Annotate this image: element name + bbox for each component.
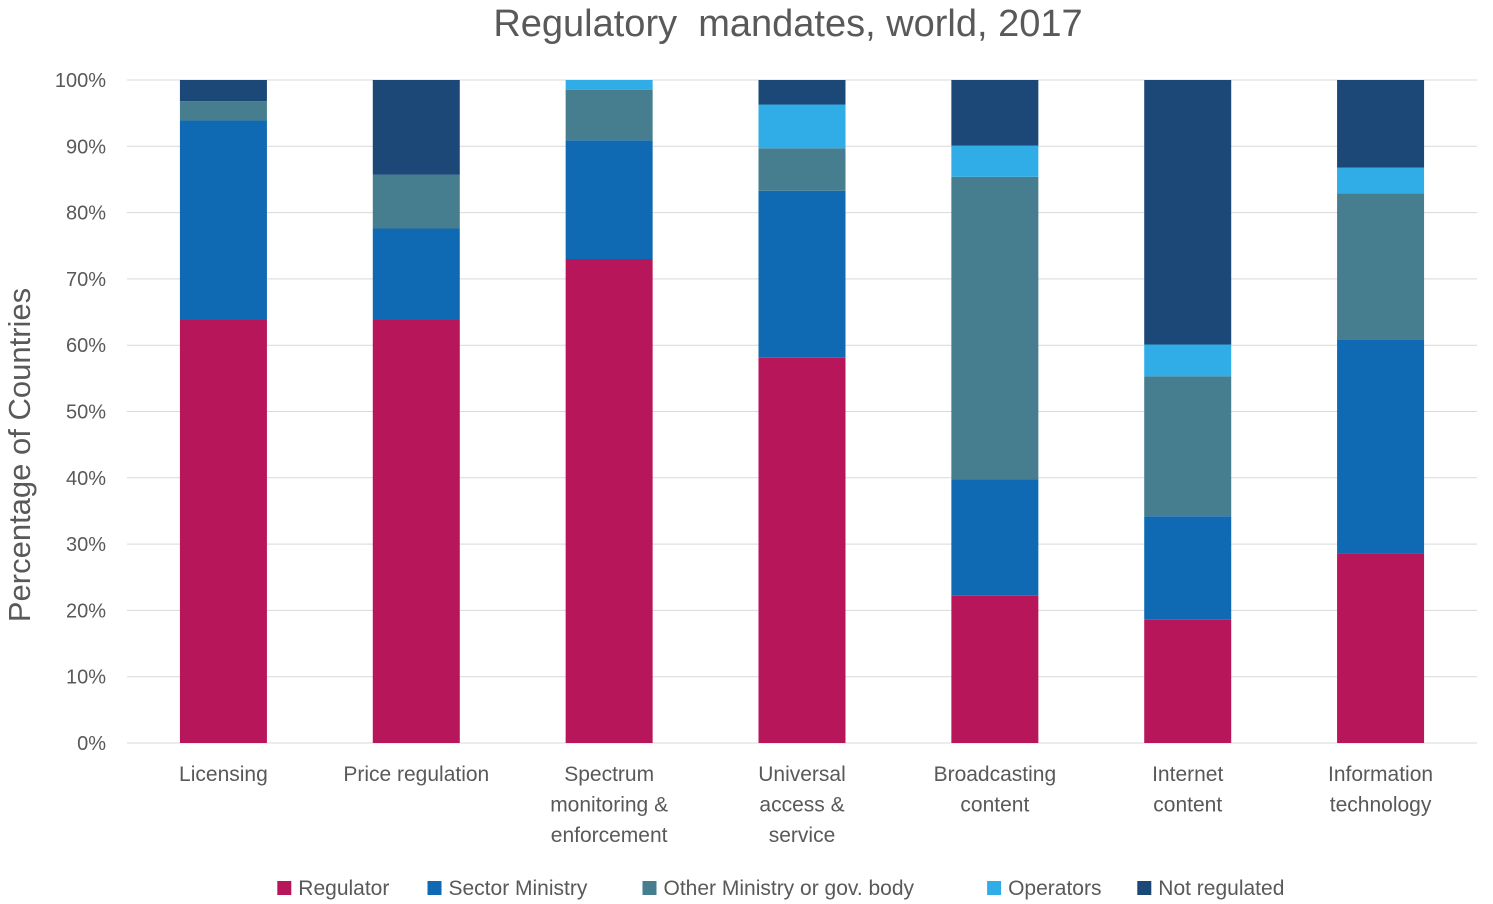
x-category-label: Universal access & service bbox=[758, 763, 846, 847]
legend-item: Not regulated bbox=[1137, 877, 1284, 900]
y-axis-ticks: 0% 10% 20% 30% 40% 50% 60% 70% 80% 90% 100% bbox=[55, 70, 106, 755]
bar-segment bbox=[1144, 376, 1232, 517]
legend-label: Not regulated bbox=[1158, 877, 1284, 900]
y-tick-label: 50% bbox=[66, 402, 106, 424]
bar-segment bbox=[951, 595, 1039, 743]
x-axis-categories: Licensing Price regulation Spectrum monitor… bbox=[179, 763, 1433, 847]
bar-segment bbox=[565, 89, 653, 141]
legend-item: Other Ministry or gov. body bbox=[642, 877, 915, 900]
y-tick-label: 100% bbox=[55, 70, 106, 92]
legend-item: Regulator bbox=[277, 877, 389, 900]
x-category-label: Information technology bbox=[1328, 763, 1433, 817]
bar-segment bbox=[179, 101, 267, 121]
bar-segment bbox=[758, 80, 846, 105]
legend-swatch bbox=[987, 881, 1002, 895]
x-category-label-line: technology bbox=[1330, 794, 1432, 817]
bar-segment bbox=[1144, 619, 1232, 743]
y-tick-label: 60% bbox=[66, 335, 106, 357]
legend-swatch bbox=[277, 881, 292, 895]
x-category-label-line: Information bbox=[1328, 763, 1433, 786]
y-axis-label: Percentage of Countries bbox=[2, 288, 37, 622]
y-tick-label: 40% bbox=[66, 468, 106, 490]
bar-segment bbox=[1144, 344, 1232, 377]
bar-segment bbox=[179, 320, 267, 743]
y-tick-label: 70% bbox=[66, 269, 106, 291]
legend-item: Sector Ministry bbox=[427, 877, 588, 900]
x-category-label: Price regulation bbox=[343, 763, 489, 786]
legend-swatch bbox=[427, 881, 442, 895]
x-category-label: Broadcasting content bbox=[934, 763, 1057, 817]
x-category-label-line: Licensing bbox=[179, 763, 268, 786]
x-category-label-line: Universal bbox=[758, 763, 846, 786]
x-category-label-line: Internet bbox=[1152, 763, 1223, 786]
y-tick-label: 90% bbox=[66, 136, 106, 158]
legend-label: Sector Ministry bbox=[449, 877, 588, 900]
bar-segment bbox=[951, 80, 1039, 146]
x-category-label-line: access & bbox=[759, 794, 844, 817]
y-tick-label: 20% bbox=[66, 600, 106, 622]
bar-segment bbox=[372, 174, 460, 229]
legend: Regulator Sector Ministry Other Ministry o… bbox=[277, 877, 1284, 900]
bar-segment bbox=[1337, 339, 1425, 554]
chart-title: Regulatory mandates, world, 2017 bbox=[493, 3, 1082, 45]
bar-segment bbox=[758, 148, 846, 191]
bar-segment bbox=[1144, 80, 1232, 345]
bar-segment bbox=[179, 120, 267, 321]
y-tick-label: 0% bbox=[77, 733, 106, 755]
y-tick-label: 80% bbox=[66, 203, 106, 225]
bar-segment bbox=[372, 80, 460, 175]
bar-segment bbox=[758, 357, 846, 743]
x-category-label-line: Broadcasting bbox=[934, 763, 1057, 786]
bar-segment bbox=[179, 80, 267, 102]
bar-segment bbox=[951, 176, 1039, 480]
bar-segment bbox=[372, 320, 460, 743]
bar-segment bbox=[1337, 80, 1425, 168]
x-category-label-line: Spectrum bbox=[564, 763, 654, 786]
legend-item: Operators bbox=[987, 877, 1101, 900]
bars bbox=[179, 80, 1425, 743]
legend-label: Other Ministry or gov. body bbox=[664, 877, 915, 900]
legend-label: Operators bbox=[1008, 877, 1101, 900]
bar-segment bbox=[372, 228, 460, 321]
x-category-label-line: service bbox=[769, 824, 836, 847]
bar-segment bbox=[565, 259, 653, 743]
y-tick-label: 10% bbox=[66, 667, 106, 689]
bar-segment bbox=[1337, 167, 1425, 194]
bar-segment bbox=[1144, 516, 1232, 620]
x-category-label-line: monitoring & bbox=[550, 794, 668, 817]
x-category-label: Licensing bbox=[179, 763, 268, 786]
legend-swatch bbox=[642, 881, 657, 895]
x-category-label-line: content bbox=[1153, 794, 1222, 817]
x-category-label-line: Price regulation bbox=[343, 763, 489, 786]
bar-segment bbox=[758, 190, 846, 358]
x-category-label: Spectrum monitoring & enforcement bbox=[550, 763, 668, 847]
bar-segment bbox=[1337, 553, 1425, 743]
legend-label: Regulator bbox=[298, 877, 389, 900]
bar-segment bbox=[758, 104, 846, 149]
x-category-label-line: enforcement bbox=[551, 824, 668, 847]
legend-swatch bbox=[1137, 881, 1152, 895]
x-category-label-line: content bbox=[960, 794, 1029, 817]
y-tick-label: 30% bbox=[66, 534, 106, 556]
bar-segment bbox=[1337, 193, 1425, 340]
bar-segment bbox=[565, 80, 653, 90]
bar-segment bbox=[565, 140, 653, 260]
x-category-label: Internet content bbox=[1152, 763, 1223, 817]
bar-segment bbox=[951, 479, 1039, 596]
bar-segment bbox=[951, 145, 1039, 177]
